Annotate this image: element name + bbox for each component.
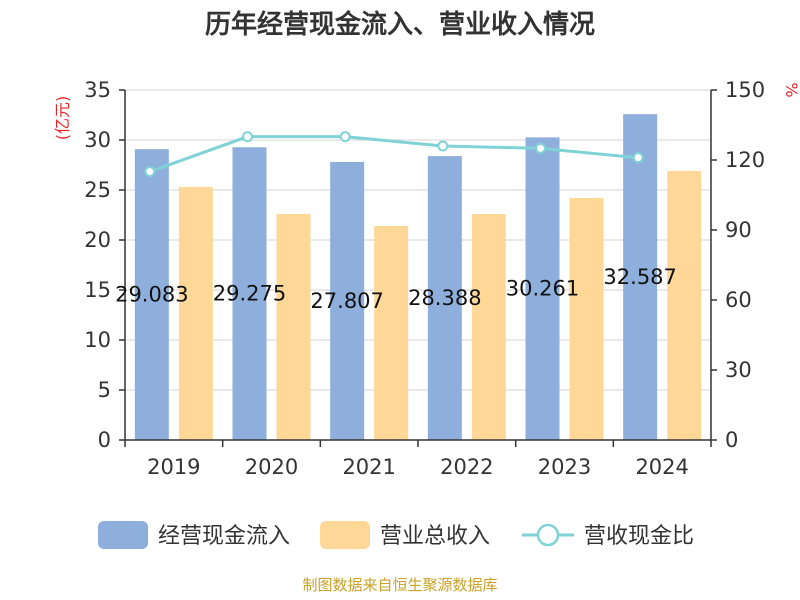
y-left-tick-label: 5 — [98, 378, 111, 402]
chart-title: 历年经营现金流入、营业收入情况 — [205, 9, 595, 40]
legend-swatch-营业总收入 — [320, 521, 370, 549]
point-营收现金比-2024 — [632, 152, 644, 164]
y-right-tick-label: 150 — [725, 78, 765, 102]
bar-经营现金流入-2022 — [427, 156, 462, 440]
y-right-unit: % — [782, 82, 800, 97]
data-label-2023: 30.261 — [506, 277, 579, 301]
data-label-2024: 32.587 — [603, 265, 676, 289]
legend: 经营现金流入 营业总收入 营收现金比 — [98, 521, 694, 549]
legend-marker-营收现金比 — [536, 523, 560, 547]
point-营收现金比-2019 — [144, 166, 156, 178]
x-tick-label-2023: 2023 — [538, 455, 591, 479]
y-right-tick-label: 30 — [725, 358, 752, 382]
bar-经营现金流入-2020 — [232, 147, 267, 440]
y-left-tick-label: 35 — [84, 78, 111, 102]
y-left-unit: (亿元) — [53, 96, 72, 141]
bar-营业总收入-2021 — [374, 226, 409, 440]
data-label-2019: 29.083 — [115, 283, 188, 307]
x-tick-label-2022: 2022 — [440, 455, 493, 479]
point-营收现金比-2020 — [242, 131, 253, 143]
grid-lines — [125, 89, 711, 391]
bar-经营现金流入-2021 — [330, 161, 365, 440]
y-left-tick-label: 20 — [84, 228, 111, 252]
x-tick-label-2021: 2021 — [342, 455, 395, 479]
axes: 0 5 10 15 20 25 30 35 0 30 60 90 120 150 2019 2020 2021 2… — [53, 78, 800, 479]
y-left-tick-label: 0 — [98, 428, 111, 452]
point-营收现金比-2021 — [339, 131, 351, 143]
y-left-tick-label: 10 — [84, 328, 111, 352]
bar-经营现金流入-2023 — [525, 137, 560, 440]
data-label-2022: 28.388 — [408, 286, 481, 310]
y-left-tick-label: 30 — [84, 128, 111, 152]
legend-label-营业总收入: 营业总收入 — [380, 524, 490, 549]
bar-经营现金流入-2024 — [623, 114, 658, 440]
bar-营业总收入-2022 — [471, 214, 506, 440]
legend-swatch-经营现金流入 — [98, 521, 148, 549]
bar-营业总收入-2019 — [178, 187, 213, 440]
data-label-2020: 29.275 — [213, 282, 286, 306]
bar-营业总收入-2023 — [569, 198, 604, 440]
point-营收现金比-2022 — [437, 140, 449, 152]
bar-经营现金流入-2019 — [134, 149, 169, 441]
x-tick-label-2024: 2024 — [635, 455, 688, 479]
y-left-tick-label: 15 — [84, 278, 111, 302]
source-note: 制图数据来自恒生聚源数据库 — [302, 576, 497, 594]
data-labels: 29.083 29.275 27.807 28.388 30.261 32.587 — [115, 265, 677, 313]
bars — [134, 114, 702, 441]
point-营收现金比-2023 — [535, 142, 546, 154]
ratio-line — [144, 131, 644, 178]
y-right-tick-label: 0 — [725, 428, 738, 452]
data-label-2021: 27.807 — [310, 289, 383, 313]
line-营收现金比 — [149, 135, 639, 174]
y-right-tick-label: 60 — [725, 288, 752, 312]
bar-营业总收入-2024 — [667, 171, 702, 440]
x-tick-label-2019: 2019 — [147, 455, 200, 479]
legend-label-营收现金比: 营收现金比 — [584, 524, 694, 549]
y-left-tick-label: 25 — [84, 178, 111, 202]
x-tick-label-2020: 2020 — [245, 455, 298, 479]
y-right-tick-label: 120 — [725, 148, 765, 172]
y-right-tick-label: 90 — [725, 218, 752, 242]
bar-营业总收入-2020 — [276, 214, 311, 440]
legend-label-经营现金流入: 经营现金流入 — [158, 524, 290, 549]
